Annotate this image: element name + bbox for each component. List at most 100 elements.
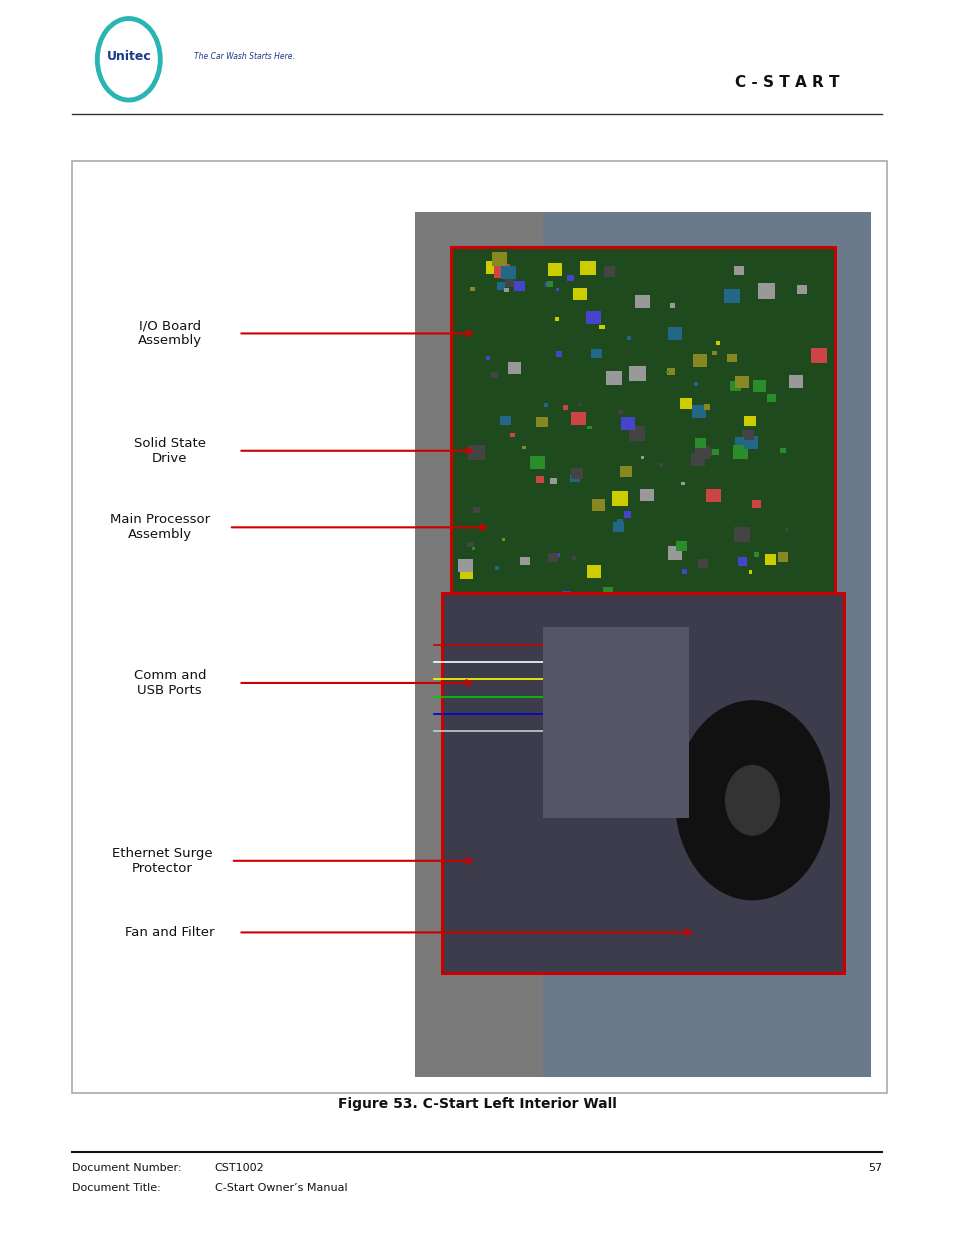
Bar bbox=[640, 456, 643, 458]
Bar bbox=[780, 447, 785, 453]
Bar bbox=[501, 267, 516, 279]
Text: Comm and
USB Ports: Comm and USB Ports bbox=[133, 669, 206, 697]
Bar bbox=[491, 252, 507, 267]
Bar bbox=[471, 547, 475, 550]
Text: Solid State
Drive: Solid State Drive bbox=[133, 437, 206, 464]
Text: C-Start Owner’s Manual: C-Start Owner’s Manual bbox=[214, 1183, 347, 1193]
Bar bbox=[751, 500, 760, 509]
Text: Unitec: Unitec bbox=[107, 51, 151, 63]
Text: CST1002: CST1002 bbox=[214, 1163, 264, 1173]
Bar bbox=[544, 283, 549, 288]
Text: 57: 57 bbox=[867, 1163, 882, 1173]
Bar bbox=[485, 261, 499, 274]
Bar bbox=[679, 398, 691, 409]
Bar bbox=[561, 592, 571, 599]
Bar bbox=[693, 354, 707, 367]
Bar bbox=[587, 566, 600, 578]
Bar bbox=[758, 284, 775, 299]
Bar bbox=[694, 437, 705, 447]
Bar bbox=[451, 247, 834, 610]
Bar bbox=[705, 489, 720, 503]
Bar bbox=[698, 559, 707, 568]
Bar bbox=[734, 527, 749, 542]
Bar bbox=[459, 567, 473, 579]
Bar bbox=[618, 410, 622, 414]
Bar bbox=[626, 336, 630, 340]
Bar bbox=[669, 304, 675, 309]
Bar bbox=[667, 327, 681, 340]
Bar bbox=[748, 571, 752, 574]
Bar bbox=[503, 288, 509, 293]
Bar bbox=[729, 382, 740, 391]
Bar bbox=[496, 283, 504, 290]
Bar bbox=[693, 382, 698, 385]
Bar bbox=[520, 557, 530, 566]
Bar bbox=[639, 489, 654, 501]
Bar bbox=[760, 387, 764, 390]
Bar bbox=[556, 288, 558, 291]
Bar bbox=[586, 311, 600, 324]
Bar bbox=[737, 557, 746, 566]
Bar bbox=[777, 552, 787, 562]
Bar bbox=[542, 627, 688, 818]
Bar bbox=[675, 541, 686, 551]
Text: I/O Board
Assembly: I/O Board Assembly bbox=[137, 320, 202, 347]
Bar bbox=[457, 559, 472, 573]
Bar bbox=[743, 436, 758, 448]
Bar bbox=[723, 289, 739, 303]
Bar bbox=[415, 212, 870, 1077]
Bar bbox=[510, 432, 515, 437]
Bar bbox=[505, 279, 514, 288]
Text: Main Processor
Assembly: Main Processor Assembly bbox=[111, 514, 210, 541]
Bar bbox=[529, 456, 544, 469]
Bar bbox=[741, 430, 753, 441]
Bar bbox=[494, 264, 510, 278]
Bar bbox=[620, 417, 634, 430]
Bar bbox=[635, 295, 649, 309]
Bar bbox=[71, 161, 886, 1093]
Bar bbox=[495, 566, 498, 569]
Bar bbox=[753, 552, 759, 557]
Bar bbox=[555, 317, 558, 321]
Bar bbox=[606, 372, 621, 385]
Bar bbox=[579, 261, 596, 275]
Bar bbox=[619, 467, 631, 477]
Bar bbox=[766, 394, 775, 403]
Bar bbox=[788, 374, 802, 388]
Bar bbox=[666, 368, 675, 375]
Circle shape bbox=[725, 766, 779, 835]
Bar bbox=[470, 288, 475, 291]
Bar bbox=[796, 285, 805, 294]
Bar bbox=[727, 353, 736, 362]
Bar bbox=[603, 267, 615, 277]
Bar bbox=[467, 542, 473, 547]
Text: Figure 53. C-Start Left Interior Wall: Figure 53. C-Start Left Interior Wall bbox=[337, 1097, 616, 1112]
Bar bbox=[659, 463, 662, 467]
Bar bbox=[548, 263, 561, 275]
Bar bbox=[764, 555, 776, 564]
Text: Ethernet Surge
Protector: Ethernet Surge Protector bbox=[112, 847, 213, 874]
Bar bbox=[716, 341, 720, 345]
Bar bbox=[590, 348, 601, 358]
Bar bbox=[536, 416, 547, 427]
Bar bbox=[570, 468, 582, 479]
Bar bbox=[566, 275, 574, 282]
Bar bbox=[570, 411, 585, 425]
Text: C - S T A R T: C - S T A R T bbox=[734, 75, 839, 90]
Bar bbox=[571, 556, 576, 561]
Bar bbox=[743, 415, 756, 426]
Bar bbox=[467, 445, 484, 459]
Bar bbox=[513, 280, 524, 291]
Bar bbox=[562, 405, 568, 410]
Bar bbox=[521, 446, 525, 450]
Bar bbox=[536, 475, 543, 483]
Bar bbox=[752, 380, 765, 393]
Text: Document Title:: Document Title: bbox=[71, 1183, 160, 1193]
Bar bbox=[695, 446, 709, 459]
Bar bbox=[543, 403, 547, 406]
Bar bbox=[732, 445, 747, 458]
Bar bbox=[578, 404, 580, 406]
Bar bbox=[491, 372, 497, 378]
Bar bbox=[546, 282, 553, 287]
Bar bbox=[680, 482, 684, 485]
